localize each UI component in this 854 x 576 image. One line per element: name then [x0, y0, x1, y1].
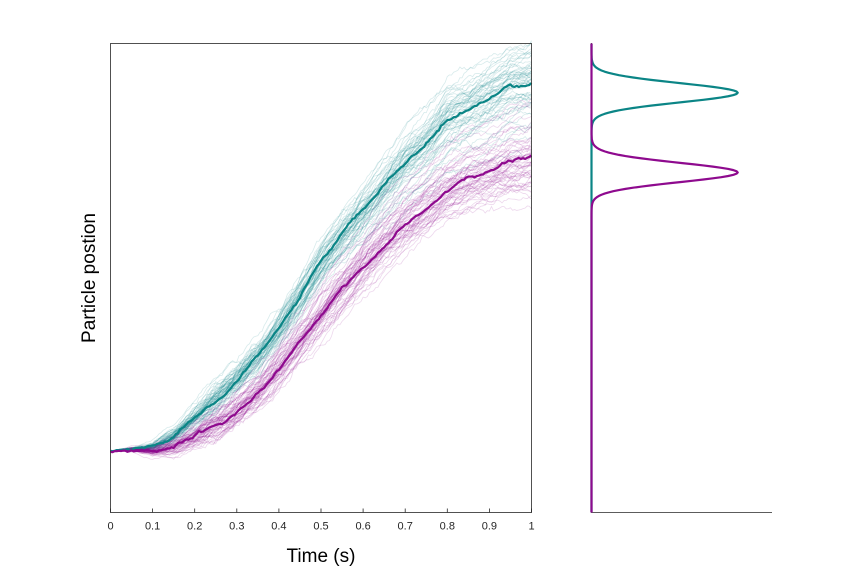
background-trajectory — [110, 125, 532, 454]
background-trajectory — [110, 48, 532, 452]
background-trajectory — [110, 111, 532, 452]
background-trajectory — [110, 188, 532, 455]
background-trajectory — [110, 54, 532, 452]
background-trajectory — [110, 125, 532, 453]
background-trajectory — [110, 80, 532, 452]
background-trajectory — [110, 171, 532, 453]
x-tick-label: 1 — [528, 521, 534, 533]
mean-trajectories — [110, 82, 533, 454]
background-trajectory — [110, 68, 532, 452]
background-trajectory — [110, 185, 532, 452]
x-axis-label: Time (s) — [287, 546, 356, 567]
background-trajectory — [110, 69, 532, 452]
background-trajectory — [110, 53, 532, 453]
x-tick-label: 0.2 — [187, 521, 202, 533]
background-trajectory — [110, 156, 532, 453]
background-trajectory — [110, 77, 532, 452]
background-trajectory — [110, 153, 532, 453]
background-trajectory — [110, 171, 532, 452]
x-tick-label: 0.6 — [355, 521, 370, 533]
background-trajectory — [110, 156, 532, 452]
background-trajectory — [110, 148, 532, 455]
background-trajectory — [110, 76, 532, 452]
background-trajectory — [110, 103, 532, 452]
distribution-plot — [590, 43, 772, 513]
background-trajectory — [110, 98, 532, 452]
background-trajectory — [110, 205, 532, 454]
background-trajectory — [110, 136, 532, 452]
background-trajectory — [110, 182, 532, 452]
density-curves — [590, 43, 739, 513]
background-trajectory — [110, 148, 532, 454]
background-trajectory — [110, 168, 532, 454]
background-trajectory — [110, 122, 532, 452]
background-trajectory — [110, 135, 532, 452]
background-trajectory — [110, 97, 532, 452]
x-tick-label: 0 — [107, 521, 113, 533]
background-trajectory — [110, 184, 532, 455]
background-trajectory — [110, 195, 532, 454]
background-trajectory — [110, 171, 532, 452]
x-axis-ticks: 0 0.1 0.2 0.3 0.4 0.5 0.6 0.7 0.8 0.9 1 — [107, 508, 535, 533]
background-trajectory — [110, 137, 532, 454]
background-trajectory — [110, 121, 532, 452]
background-trajectory — [110, 136, 532, 452]
background-trajectory — [110, 79, 532, 452]
x-tick-label: 0.9 — [482, 521, 497, 533]
background-trajectory — [110, 173, 532, 452]
background-trajectory — [110, 144, 532, 452]
background-trajectory — [110, 78, 532, 452]
background-trajectory — [110, 73, 532, 452]
background-trajectory — [110, 71, 532, 452]
background-trajectory — [110, 93, 532, 452]
x-tick-label: 0.5 — [313, 521, 328, 533]
background-trajectory — [110, 126, 532, 452]
background-trajectory — [110, 78, 532, 452]
background-trajectory — [110, 175, 532, 460]
background-trajectories — [110, 40, 532, 460]
x-tick-label: 0.4 — [271, 521, 286, 533]
background-trajectory — [110, 161, 532, 454]
x-tick-label: 0.3 — [229, 521, 244, 533]
background-trajectory — [110, 50, 532, 452]
background-trajectory — [110, 96, 532, 452]
background-trajectory — [110, 52, 532, 452]
background-trajectory — [110, 189, 532, 460]
background-trajectory — [110, 101, 532, 452]
background-trajectory — [110, 163, 532, 453]
background-trajectory — [110, 165, 532, 453]
background-trajectory — [110, 174, 532, 453]
background-trajectory — [110, 150, 532, 453]
background-trajectory — [110, 63, 532, 452]
background-trajectory — [110, 165, 532, 456]
mean-trajectory — [110, 82, 533, 453]
y-axis-label: Particle postion — [79, 213, 100, 343]
density-curve — [590, 43, 739, 513]
x-tick-label: 0.1 — [145, 521, 160, 533]
background-trajectory — [110, 174, 532, 457]
background-trajectory — [110, 93, 532, 453]
background-trajectory — [110, 162, 532, 457]
background-trajectory — [110, 182, 532, 452]
background-trajectory — [110, 92, 532, 453]
background-trajectory — [110, 169, 532, 454]
background-trajectory — [110, 101, 532, 452]
x-tick-label: 0.7 — [398, 521, 413, 533]
background-trajectory — [110, 149, 532, 452]
mean-trajectory — [110, 154, 533, 454]
trajectory-plot: 0 0.1 0.2 0.3 0.4 0.5 0.6 0.7 0.8 0.9 1 Time (s) P… — [79, 40, 535, 567]
background-trajectory — [110, 121, 532, 453]
background-trajectory — [110, 180, 532, 455]
background-trajectory — [110, 105, 532, 452]
background-trajectory — [110, 102, 532, 452]
background-trajectory — [110, 140, 532, 452]
x-tick-label: 0.8 — [440, 521, 455, 533]
